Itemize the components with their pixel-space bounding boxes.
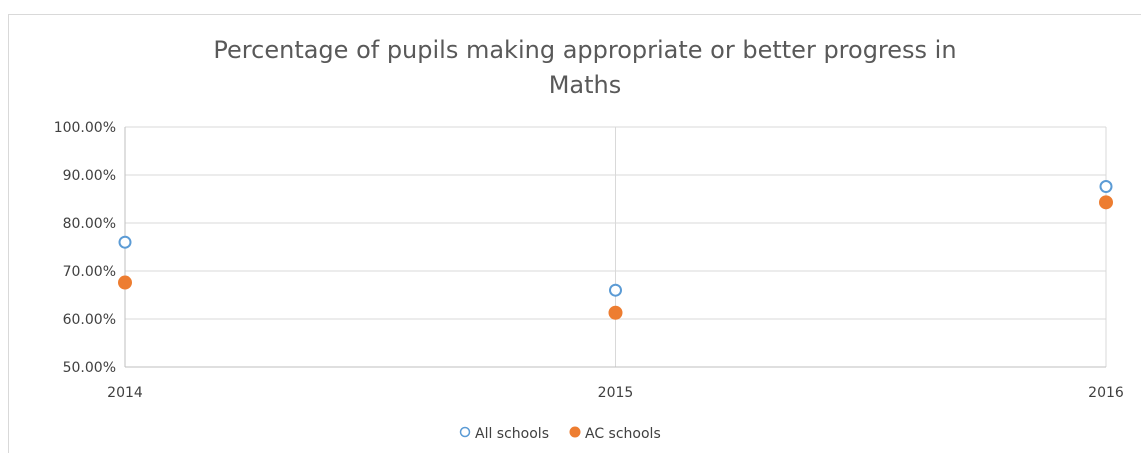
legend-marker-all-schools	[459, 426, 471, 438]
y-tick-label: 90.00%	[63, 168, 116, 184]
gridlines	[125, 126, 1107, 367]
point-all-schools	[118, 235, 132, 249]
y-tick-label: 80.00%	[63, 216, 116, 232]
y-tick-label: 70.00%	[63, 264, 116, 280]
legend-marker-ac-schools	[569, 426, 581, 438]
point-all-schools	[1099, 180, 1113, 194]
chart-title-line-1: Percentage of pupils making appropriate …	[213, 36, 956, 64]
chart-area	[8, 14, 1141, 453]
y-tick-label: 60.00%	[63, 312, 116, 328]
legend-label-all-schools: All schools	[475, 426, 549, 442]
x-tick-label: 2015	[598, 385, 634, 401]
chart-title-line-2: Maths	[549, 71, 622, 99]
y-tick-label: 50.00%	[63, 360, 116, 376]
point-ac-schools	[608, 305, 623, 320]
legend-label-ac-schools: AC schools	[585, 426, 661, 442]
data-markers	[118, 180, 1113, 320]
x-tick-label: 2016	[1088, 385, 1124, 401]
y-tick-label: 100.00%	[54, 120, 116, 136]
tick-labels: 50.00% 60.00% 70.00% 80.00% 90.00% 100.00% 201…	[54, 120, 1124, 401]
x-tick-label: 2014	[107, 385, 143, 401]
point-all-schools	[609, 283, 622, 297]
point-ac-schools	[118, 275, 132, 290]
point-ac-schools	[1099, 195, 1113, 210]
legend: All schools AC schools	[459, 426, 661, 442]
